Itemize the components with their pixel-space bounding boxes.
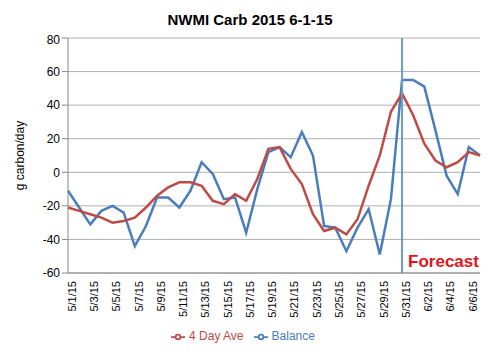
- html-text:4 Day Ave: 4 Day Ave: [189, 329, 244, 343]
- svg-text:6/2/15: 6/2/15: [422, 281, 434, 312]
- svg-text:5/21/15: 5/21/15: [289, 281, 301, 318]
- svg-text:5/31/15: 5/31/15: [400, 281, 412, 318]
- svg-text:5/27/15: 5/27/15: [355, 281, 367, 318]
- svg-text:6/4/15: 6/4/15: [444, 281, 456, 312]
- svg-text:5/17/15: 5/17/15: [244, 281, 256, 318]
- svg-text:5/19/15: 5/19/15: [266, 281, 278, 318]
- svg-text:0: 0: [53, 166, 60, 180]
- svg-text:5/25/15: 5/25/15: [333, 281, 345, 318]
- svg-text:5/3/15: 5/3/15: [88, 281, 100, 312]
- svg-text:60: 60: [47, 65, 61, 79]
- svg-text:5/7/15: 5/7/15: [133, 281, 145, 312]
- svg-text:5/5/15: 5/5/15: [110, 281, 122, 312]
- svg-text:5/23/15: 5/23/15: [311, 281, 323, 318]
- svg-text:5/11/15: 5/11/15: [177, 281, 189, 317]
- svg-text:Forecast: Forecast: [408, 252, 479, 271]
- svg-text:40: 40: [47, 98, 61, 112]
- svg-text:5/29/15: 5/29/15: [378, 281, 390, 318]
- svg-text:5/13/15: 5/13/15: [199, 281, 211, 318]
- html-text:NWMI Carb 2015 6-1-15: NWMI Carb 2015 6-1-15: [167, 11, 333, 28]
- svg-text:6/6/15: 6/6/15: [467, 281, 479, 312]
- svg-text:-20: -20: [43, 199, 61, 213]
- svg-text:5/15/15: 5/15/15: [222, 281, 234, 318]
- svg-text:5/1/15: 5/1/15: [66, 281, 78, 312]
- svg-text:5/9/15: 5/9/15: [155, 281, 167, 312]
- html-text:Balance: Balance: [271, 329, 315, 343]
- svg-text:-60: -60: [43, 266, 61, 280]
- svg-text:g carbon/day: g carbon/day: [13, 121, 27, 190]
- svg-text:20: 20: [47, 132, 61, 146]
- svg-text:-40: -40: [43, 233, 61, 247]
- svg-text:80: 80: [47, 33, 61, 47]
